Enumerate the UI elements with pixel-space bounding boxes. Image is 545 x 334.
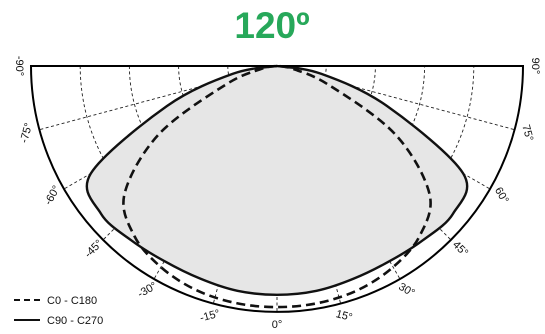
- angle-tick-label: 90°: [529, 58, 541, 75]
- legend-label: C0 - C180: [47, 295, 97, 307]
- diagram-title: 120º: [234, 5, 309, 46]
- angle-tick-label: -60°: [42, 184, 63, 208]
- angle-tick-label: 15°: [334, 308, 353, 324]
- angle-tick-label: 75°: [519, 123, 535, 142]
- angle-tick-label: 60°: [492, 185, 511, 205]
- angle-tick-label: 30°: [396, 281, 416, 300]
- curve-c90-c270: [85, 64, 469, 297]
- angle-tick-label: -45°: [82, 238, 105, 261]
- angle-tick-label: 45°: [450, 239, 470, 259]
- angle-tick-label: -15°: [199, 308, 222, 325]
- semicircle-outline: [29, 65, 525, 313]
- angle-tick-label: -75°: [18, 122, 35, 145]
- angle-tick-label: 0°: [272, 319, 283, 331]
- angle-tick-label: -30°: [136, 280, 160, 301]
- legend-label: C90 - C270: [47, 315, 103, 327]
- angle-tick-label: -90°: [13, 56, 25, 76]
- angle-tick-labels: -90° -75° -60° -45° -30° -15° 0° 15° 30° 45° 60° 75…: [13, 56, 541, 331]
- legend: C0 - C180 C90 - C270: [14, 295, 103, 327]
- intensity-curves: [85, 64, 469, 309]
